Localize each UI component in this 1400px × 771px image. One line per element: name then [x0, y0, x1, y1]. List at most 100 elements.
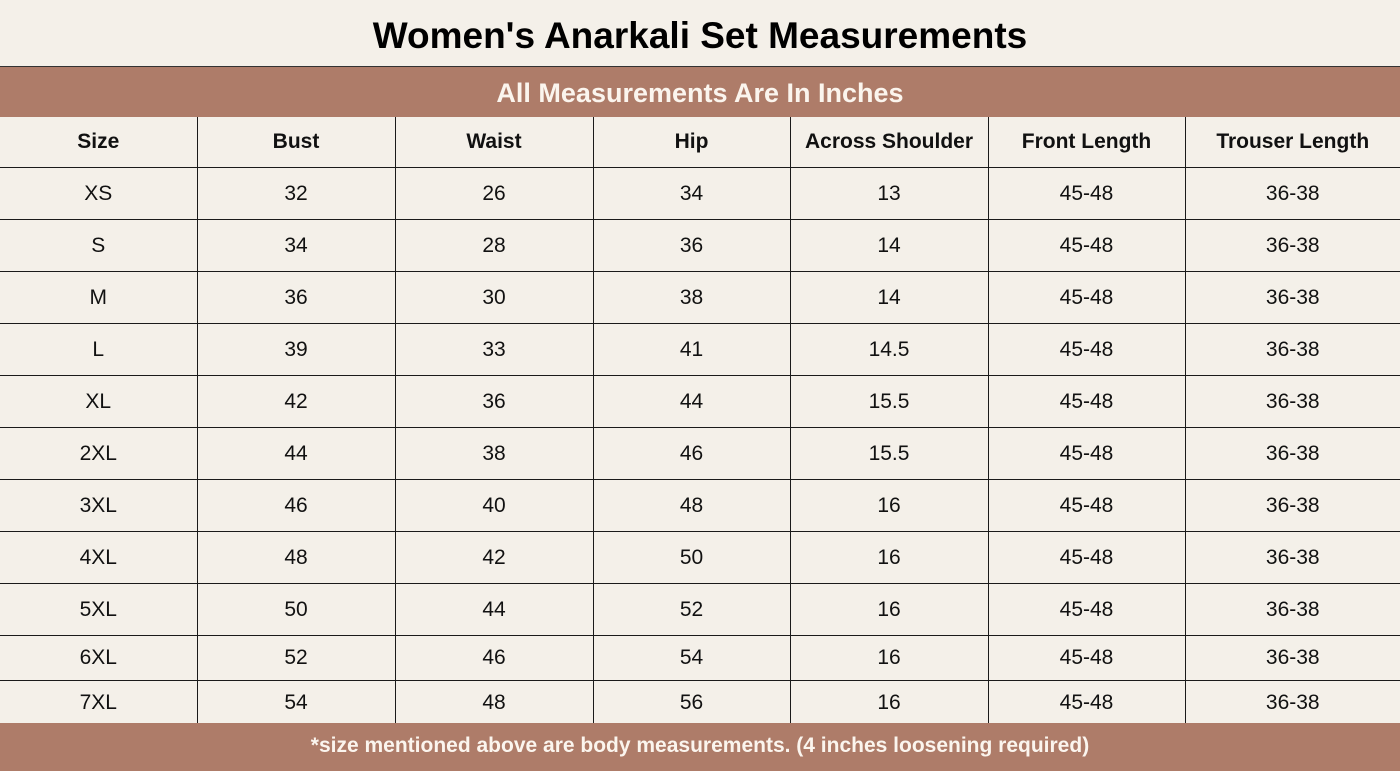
cell-waist: 36 [394, 375, 594, 428]
cell-size: XL [0, 375, 198, 428]
cell-across-shoulder: 15.5 [789, 427, 989, 480]
cell-waist: 28 [394, 219, 594, 272]
cell-across-shoulder: 16 [789, 479, 989, 532]
units-banner: All Measurements Are In Inches [0, 66, 1400, 117]
cell-hip: 44 [592, 375, 791, 428]
table-row: M 36 30 38 14 45-48 36-38 [0, 271, 1400, 324]
cell-waist: 42 [394, 531, 594, 584]
cell-waist: 44 [394, 583, 594, 636]
table-row: XL 42 36 44 15.5 45-48 36-38 [0, 375, 1400, 428]
cell-size: 5XL [0, 583, 198, 636]
cell-trouser-length: 36-38 [1184, 583, 1400, 636]
cell-bust: 46 [196, 479, 396, 532]
cell-bust: 52 [196, 635, 396, 681]
header-trouser-length: Trouser Length [1184, 117, 1400, 168]
cell-front-length: 45-48 [987, 323, 1186, 376]
cell-waist: 46 [394, 635, 594, 681]
cell-hip: 41 [592, 323, 791, 376]
header-size: Size [0, 117, 198, 168]
cell-bust: 36 [196, 271, 396, 324]
cell-front-length: 45-48 [987, 219, 1186, 272]
cell-hip: 56 [592, 680, 791, 726]
cell-size: 6XL [0, 635, 198, 681]
cell-front-length: 45-48 [987, 583, 1186, 636]
cell-hip: 54 [592, 635, 791, 681]
cell-waist: 30 [394, 271, 594, 324]
cell-bust: 32 [196, 167, 396, 220]
size-chart-table: Size Bust Waist Hip Across Shoulder Fron… [0, 117, 1400, 726]
cell-front-length: 45-48 [987, 375, 1186, 428]
cell-bust: 54 [196, 680, 396, 726]
page-title: Women's Anarkali Set Measurements [372, 15, 1028, 56]
table-row: 7XL 54 48 56 16 45-48 36-38 [0, 680, 1400, 726]
cell-across-shoulder: 16 [789, 635, 989, 681]
cell-size: 2XL [0, 427, 198, 480]
cell-trouser-length: 36-38 [1184, 531, 1400, 584]
cell-size: 7XL [0, 680, 198, 726]
cell-across-shoulder: 16 [789, 680, 989, 726]
table-row: 4XL 48 42 50 16 45-48 36-38 [0, 531, 1400, 584]
cell-size: 4XL [0, 531, 198, 584]
table-row: L 39 33 41 14.5 45-48 36-38 [0, 323, 1400, 376]
cell-bust: 39 [196, 323, 396, 376]
cell-hip: 50 [592, 531, 791, 584]
cell-across-shoulder: 14 [789, 219, 989, 272]
cell-trouser-length: 36-38 [1184, 635, 1400, 681]
cell-front-length: 45-48 [987, 167, 1186, 220]
cell-front-length: 45-48 [987, 531, 1186, 584]
cell-trouser-length: 36-38 [1184, 375, 1400, 428]
cell-waist: 33 [394, 323, 594, 376]
cell-hip: 38 [592, 271, 791, 324]
cell-hip: 34 [592, 167, 791, 220]
cell-bust: 44 [196, 427, 396, 480]
cell-trouser-length: 36-38 [1184, 427, 1400, 480]
cell-across-shoulder: 14 [789, 271, 989, 324]
cell-trouser-length: 36-38 [1184, 167, 1400, 220]
cell-across-shoulder: 16 [789, 531, 989, 584]
cell-across-shoulder: 14.5 [789, 323, 989, 376]
cell-waist: 26 [394, 167, 594, 220]
header-bust: Bust [196, 117, 396, 168]
cell-waist: 40 [394, 479, 594, 532]
cell-across-shoulder: 13 [789, 167, 989, 220]
header-front-length: Front Length [987, 117, 1186, 168]
cell-size: 3XL [0, 479, 198, 532]
cell-front-length: 45-48 [987, 635, 1186, 681]
header-hip: Hip [592, 117, 791, 168]
cell-size: M [0, 271, 198, 324]
cell-bust: 48 [196, 531, 396, 584]
cell-bust: 34 [196, 219, 396, 272]
table-row: 2XL 44 38 46 15.5 45-48 36-38 [0, 427, 1400, 480]
cell-hip: 48 [592, 479, 791, 532]
footnote: *size mentioned above are body measureme… [0, 723, 1400, 771]
cell-trouser-length: 36-38 [1184, 680, 1400, 726]
cell-size: S [0, 219, 198, 272]
cell-front-length: 45-48 [987, 271, 1186, 324]
cell-hip: 46 [592, 427, 791, 480]
cell-trouser-length: 36-38 [1184, 479, 1400, 532]
cell-waist: 38 [394, 427, 594, 480]
table-row: 3XL 46 40 48 16 45-48 36-38 [0, 479, 1400, 532]
table-row: 5XL 50 44 52 16 45-48 36-38 [0, 583, 1400, 636]
cell-bust: 50 [196, 583, 396, 636]
cell-across-shoulder: 16 [789, 583, 989, 636]
table-row: S 34 28 36 14 45-48 36-38 [0, 219, 1400, 272]
cell-front-length: 45-48 [987, 479, 1186, 532]
cell-trouser-length: 36-38 [1184, 271, 1400, 324]
cell-trouser-length: 36-38 [1184, 323, 1400, 376]
cell-across-shoulder: 15.5 [789, 375, 989, 428]
cell-trouser-length: 36-38 [1184, 219, 1400, 272]
table-header-row: Size Bust Waist Hip Across Shoulder Fron… [0, 117, 1400, 168]
cell-front-length: 45-48 [987, 680, 1186, 726]
cell-size: XS [0, 167, 198, 220]
table-row: 6XL 52 46 54 16 45-48 36-38 [0, 635, 1400, 681]
header-waist: Waist [394, 117, 594, 168]
cell-front-length: 45-48 [987, 427, 1186, 480]
cell-hip: 52 [592, 583, 791, 636]
cell-hip: 36 [592, 219, 791, 272]
cell-bust: 42 [196, 375, 396, 428]
table-row: XS 32 26 34 13 45-48 36-38 [0, 167, 1400, 220]
cell-waist: 48 [394, 680, 594, 726]
cell-size: L [0, 323, 198, 376]
header-across-shoulder: Across Shoulder [789, 117, 989, 168]
